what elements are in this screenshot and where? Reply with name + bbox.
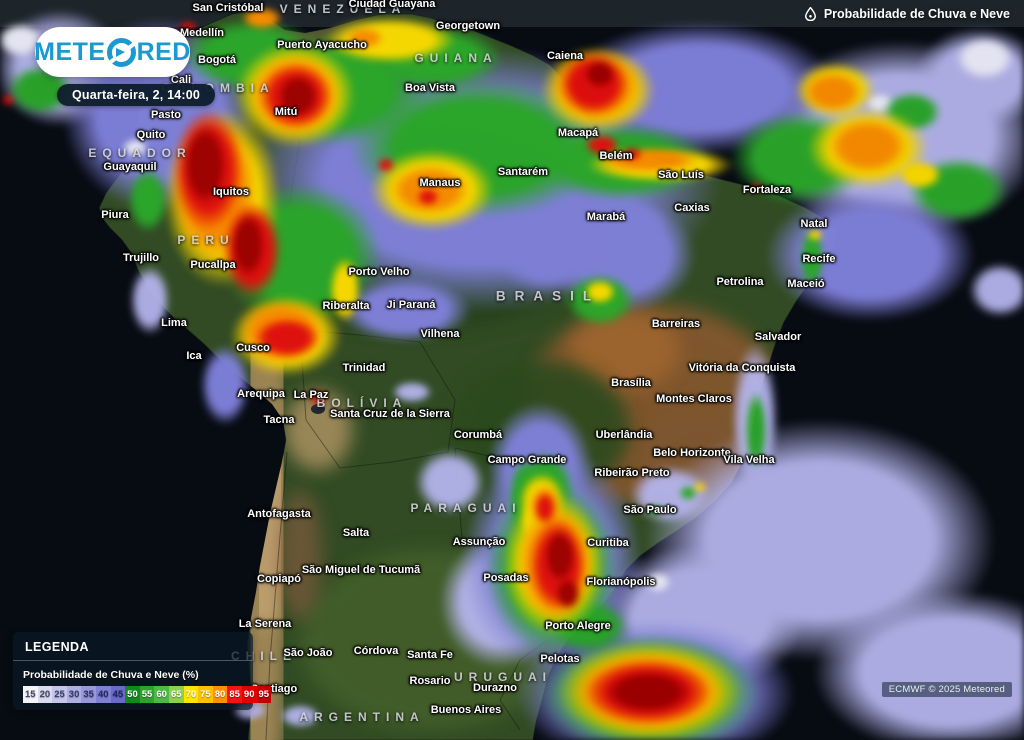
legend-stop-45: 45	[110, 686, 126, 703]
legend-stop-40: 40	[95, 686, 111, 703]
meteored-logo-text: METE RED	[34, 37, 191, 67]
attribution: ECMWF © 2025 Meteored	[881, 682, 1012, 697]
legend-stop-30: 30	[66, 686, 82, 703]
forecast-datetime-badge: Quarta-feira, 2, 14:00	[57, 84, 216, 106]
legend-stop-50: 50	[125, 686, 140, 703]
legend-stop-60: 60	[154, 686, 169, 703]
raindrop-icon	[804, 7, 816, 21]
map-layer-title: Probabilidade de Chuva e Neve	[804, 7, 1010, 21]
legend-stop-95: 95	[256, 686, 272, 703]
legend-stop-75: 75	[198, 686, 213, 703]
legend-stop-55: 55	[139, 686, 155, 703]
legend-panel: LEGENDA Probabilidade de Chuva e Neve (%…	[13, 632, 272, 710]
legend-stop-65: 65	[168, 686, 184, 703]
legend-colorbar: 15 20 25 30 35 40 45 50 55 60 65 70 75 80 85 90 95	[23, 686, 272, 703]
legend-stop-90: 90	[241, 686, 257, 703]
logo-o-glyph	[106, 37, 136, 67]
meteored-logo[interactable]: METE RED	[34, 27, 191, 77]
legend-variable-label: Probabilidade de Chuva e Neve (%)	[23, 669, 199, 681]
legend-stop-15: 15	[23, 686, 38, 703]
legend-header: LEGENDA	[13, 640, 253, 661]
legend-stop-20: 20	[37, 686, 53, 703]
legend-stop-85: 85	[227, 686, 242, 703]
legend-stop-70: 70	[183, 686, 199, 703]
legend-stop-80: 80	[212, 686, 228, 703]
legend-stop-35: 35	[81, 686, 96, 703]
legend-stop-25: 25	[52, 686, 67, 703]
map-layer-title-text: Probabilidade de Chuva e Neve	[823, 7, 1010, 21]
